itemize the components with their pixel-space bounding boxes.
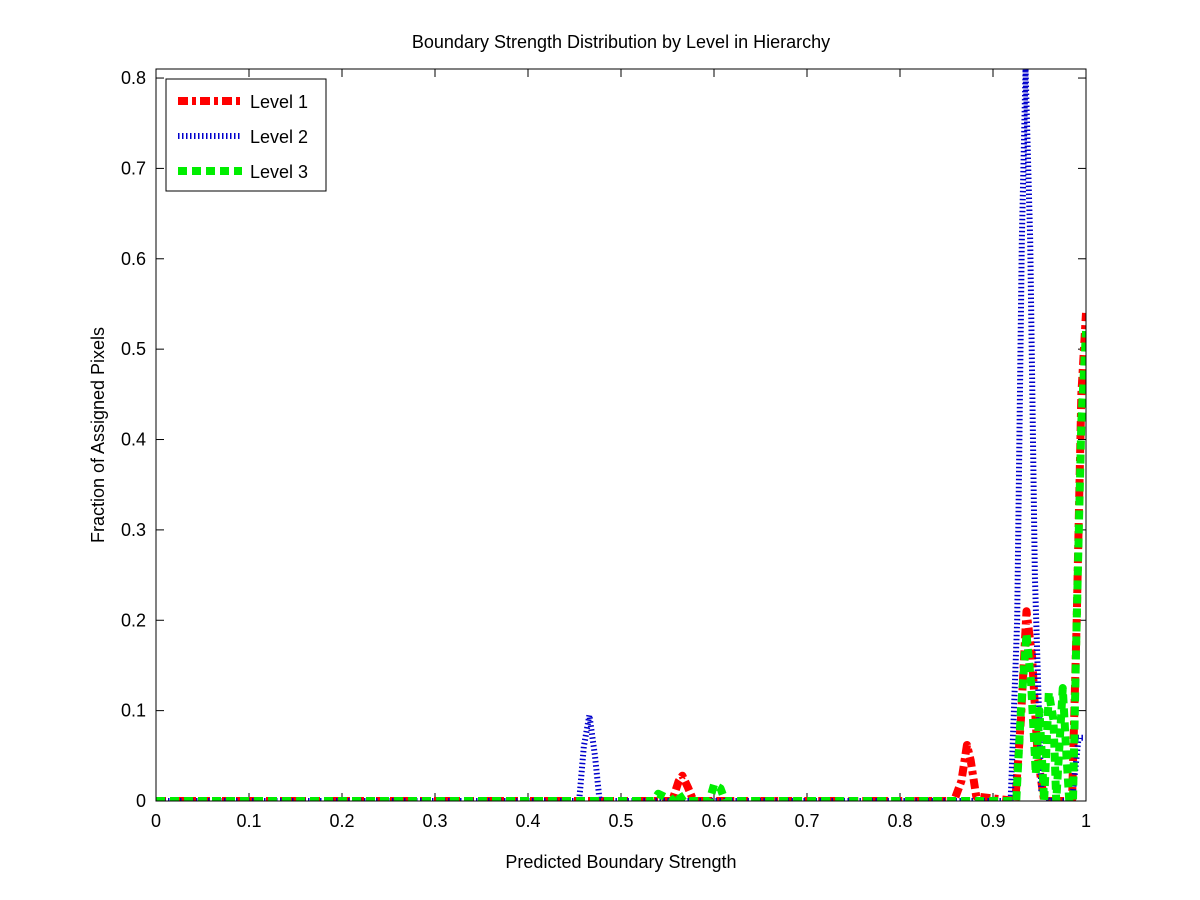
x-tick-label: 0.7 xyxy=(794,811,819,831)
y-tick-label: 0.4 xyxy=(121,430,146,450)
y-axis-label: Fraction of Assigned Pixels xyxy=(88,327,108,543)
y-tick-label: 0.6 xyxy=(121,249,146,269)
y-axis-ticks: 0 0.1 0.2 0.3 0.4 0.5 0.6 0.7 0.8 xyxy=(121,68,1086,811)
x-tick-label: 1 xyxy=(1081,811,1091,831)
x-tick-label: 0.6 xyxy=(701,811,726,831)
x-tick-label: 0 xyxy=(151,811,161,831)
y-tick-label: 0.5 xyxy=(121,339,146,359)
x-tick-label: 0.4 xyxy=(515,811,540,831)
x-axis-ticks: 0 0.1 0.2 0.3 0.4 0.5 0.6 0.7 0.8 0.9 1 xyxy=(151,69,1091,831)
legend: Level 1 Level 2 Level 3 xyxy=(165,78,327,192)
x-tick-label: 0.1 xyxy=(236,811,261,831)
chart-title: Boundary Strength Distribution by Level … xyxy=(412,32,830,52)
series-line-level-1 xyxy=(156,312,1086,801)
y-tick-label: 0.7 xyxy=(121,158,146,178)
series-lines xyxy=(156,69,1086,801)
y-tick-label: 0.2 xyxy=(121,610,146,630)
x-tick-label: 0.5 xyxy=(608,811,633,831)
y-tick-label: 0 xyxy=(136,791,146,811)
legend-label-level-1: Level 1 xyxy=(250,92,308,112)
x-tick-label: 0.8 xyxy=(887,811,912,831)
x-axis-label: Predicted Boundary Strength xyxy=(505,852,736,872)
legend-label-level-3: Level 3 xyxy=(250,162,308,182)
legend-label-level-2: Level 2 xyxy=(250,127,308,147)
x-tick-label: 0.9 xyxy=(980,811,1005,831)
plot-frame xyxy=(155,68,1087,802)
x-tick-label: 0.3 xyxy=(422,811,447,831)
y-tick-label: 0.3 xyxy=(121,520,146,540)
x-tick-label: 0.2 xyxy=(329,811,354,831)
y-tick-label: 0.8 xyxy=(121,68,146,88)
y-tick-label: 0.1 xyxy=(121,701,146,721)
series-line-level-3 xyxy=(156,330,1086,801)
